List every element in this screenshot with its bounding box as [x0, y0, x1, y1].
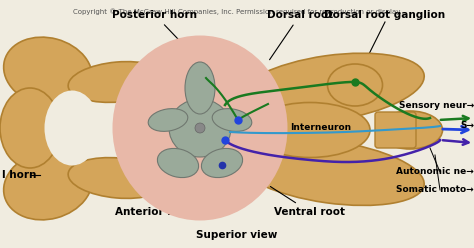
Ellipse shape — [250, 102, 370, 157]
Text: Somatic moto→: Somatic moto→ — [396, 186, 474, 194]
Ellipse shape — [0, 88, 60, 168]
Text: Dorsal root ganglion: Dorsal root ganglion — [324, 10, 446, 20]
Ellipse shape — [148, 109, 188, 131]
Text: Sensory neur→: Sensory neur→ — [399, 100, 474, 110]
Ellipse shape — [4, 150, 92, 220]
Text: Autonomic ne→: Autonomic ne→ — [396, 167, 474, 177]
Ellipse shape — [157, 148, 199, 178]
Text: Posterior horn: Posterior horn — [112, 10, 198, 60]
Ellipse shape — [236, 53, 424, 123]
Ellipse shape — [212, 109, 252, 131]
Text: l horn: l horn — [2, 170, 36, 180]
Ellipse shape — [4, 37, 92, 107]
Ellipse shape — [328, 64, 383, 106]
Ellipse shape — [201, 148, 243, 178]
Circle shape — [195, 123, 205, 133]
FancyBboxPatch shape — [375, 112, 416, 148]
Text: Copyright © The McGraw-Hill Companies, Inc. Permission required for reproduction: Copyright © The McGraw-Hill Companies, I… — [73, 8, 401, 15]
Ellipse shape — [185, 62, 215, 114]
Ellipse shape — [45, 91, 100, 165]
Ellipse shape — [68, 158, 168, 198]
Ellipse shape — [112, 35, 288, 220]
Ellipse shape — [377, 111, 443, 149]
Ellipse shape — [236, 139, 424, 205]
Ellipse shape — [169, 99, 231, 157]
Text: Dorsal root: Dorsal root — [267, 10, 333, 60]
Text: Superior view: Superior view — [196, 230, 278, 240]
Text: Interneuron: Interneuron — [258, 124, 351, 132]
Text: Anterior horn: Anterior horn — [115, 180, 195, 217]
Ellipse shape — [68, 62, 168, 102]
Text: S→: S→ — [460, 121, 474, 129]
Text: Ventral root: Ventral root — [270, 186, 346, 217]
